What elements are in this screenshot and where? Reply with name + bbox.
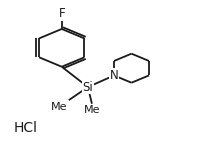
Text: HCl: HCl (13, 121, 38, 135)
Text: Si: Si (83, 81, 93, 94)
Text: N: N (110, 69, 119, 82)
Text: Me: Me (84, 105, 100, 115)
Text: Me: Me (51, 102, 68, 112)
Text: N: N (110, 69, 119, 82)
Text: F: F (58, 7, 65, 20)
